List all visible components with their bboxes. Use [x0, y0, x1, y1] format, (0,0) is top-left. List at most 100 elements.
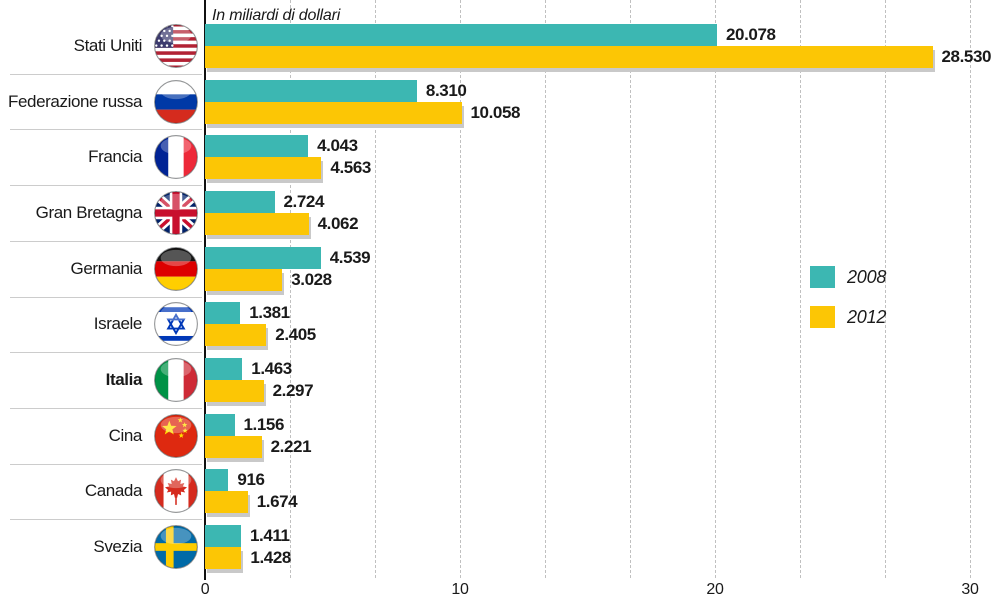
gridline — [290, 0, 291, 578]
value-label-2012: 2.405 — [275, 325, 316, 345]
x-axis-tick-label: 20 — [706, 581, 724, 598]
bar-2012: 4.563 — [205, 157, 371, 180]
row-label: Svezia — [0, 519, 205, 575]
bar-2012: 2.405 — [205, 324, 316, 347]
china-flag-icon — [154, 413, 198, 458]
row-bars: 1.463 2.297 — [205, 352, 1000, 408]
legend: 2008 2012 — [810, 266, 886, 328]
legend-swatch-2012 — [810, 306, 835, 328]
country-row: Germania 4.539 3.028 — [0, 240, 1000, 297]
country-row: Federazione russa 8.310 10.058 — [0, 73, 1000, 130]
row-label: Federazione russa — [0, 73, 205, 130]
value-label-2008: 4.539 — [329, 247, 371, 267]
country-row: Gran Bretagna 2.724 4.062 — [0, 185, 1000, 241]
plot-title: In miliardi di dollari — [212, 7, 341, 24]
row-label: Germania — [0, 240, 205, 297]
israel-flag-icon — [154, 302, 198, 347]
x-axis-tick-label: 10 — [451, 581, 469, 598]
value-label-2008: 916 — [237, 470, 265, 490]
row-label: Cina — [0, 407, 205, 464]
legend-label-2008: 2008 — [847, 266, 887, 287]
bar-2008: 4.539 — [205, 246, 371, 269]
bar-2008: 2.724 — [205, 190, 324, 213]
gridline — [800, 0, 801, 578]
value-label-2012: 2.297 — [272, 381, 314, 401]
value-label-2008: 8.310 — [425, 80, 467, 100]
row-bars: 4.043 4.563 — [205, 129, 1000, 185]
germany-flag-icon — [154, 246, 198, 291]
row-label: Gran Bretagna — [0, 185, 205, 241]
x-axis-tick-label: 0 — [200, 581, 210, 598]
bar-2012: 28.530 — [205, 45, 992, 68]
value-label-2012: 10.058 — [470, 102, 521, 122]
row-label: Canada — [0, 463, 205, 520]
value-label-2012: 1.428 — [250, 548, 291, 568]
uk-flag-icon — [154, 191, 198, 235]
country-row: Stati Uniti 20.078 28.530 — [0, 18, 1000, 74]
value-label-2008: 1.381 — [249, 303, 290, 323]
gridline — [375, 0, 376, 578]
bar-2012: 10.058 — [205, 101, 521, 124]
country-row: Canada 916 1.674 — [0, 463, 1000, 520]
row-bars: 1.156 2.221 — [205, 408, 1000, 464]
country-label: Gran Bretagna — [35, 202, 143, 222]
bar-2012: 1.674 — [205, 491, 298, 514]
country-label: Svezia — [93, 537, 142, 557]
bar-2012: 3.028 — [205, 268, 332, 291]
country-row: Svezia 1.411 1.428 — [0, 519, 1000, 575]
row-label: Stati Uniti — [0, 18, 205, 74]
value-label-2008: 1.463 — [251, 359, 292, 379]
row-bars: 1.411 1.428 — [205, 519, 1000, 575]
value-label-2012: 28.530 — [941, 46, 992, 66]
legend-swatch-2008 — [810, 266, 835, 288]
row-bars: 8.310 10.058 — [205, 74, 1000, 130]
row-bars: 1.381 2.405 — [205, 297, 1000, 353]
country-row: Cina 1.156 2.221 — [0, 407, 1000, 464]
country-label: Italia — [105, 370, 143, 390]
value-label-2012: 2.221 — [270, 436, 312, 456]
row-bars: 916 1.674 — [205, 464, 1000, 520]
row-label: Israele — [0, 296, 205, 353]
legend-item-2008: 2008 — [810, 266, 886, 288]
bar-2008: 1.381 — [205, 302, 290, 325]
x-axis-tick-label: 30 — [961, 581, 979, 598]
gridline — [885, 0, 886, 578]
france-flag-icon — [154, 135, 198, 180]
country-row: Italia 1.463 2.297 — [0, 352, 1000, 408]
bar-2008: 1.463 — [205, 358, 292, 381]
country-label: Federazione russa — [8, 91, 142, 111]
value-label-2008: 2.724 — [283, 191, 325, 211]
legend-label-2012: 2012 — [847, 306, 887, 327]
bar-2008: 916 — [205, 469, 265, 492]
gridline — [545, 0, 546, 578]
country-label: Germania — [70, 258, 143, 278]
value-label-2012: 3.028 — [291, 269, 332, 289]
country-label: Israele — [93, 314, 143, 334]
bar-2008: 4.043 — [205, 135, 358, 158]
row-bars: 20.078 28.530 — [205, 18, 1000, 74]
country-label: Canada — [84, 481, 143, 501]
bar-2012: 2.221 — [205, 435, 312, 458]
row-bars: 4.539 3.028 — [205, 241, 1000, 297]
country-label: Cina — [108, 425, 143, 445]
country-label: Francia — [88, 147, 142, 167]
bar-2012: 2.297 — [205, 380, 314, 403]
bar-2008: 8.310 — [205, 79, 467, 102]
country-label: Stati Uniti — [73, 35, 143, 55]
row-label: Italia — [0, 352, 205, 408]
bar-2008: 20.078 — [205, 23, 776, 46]
bar-2008: 1.411 — [205, 525, 290, 548]
country-row: Francia 4.043 4.563 — [0, 129, 1000, 185]
legend-item-2012: 2012 — [810, 306, 886, 328]
value-label-2012: 1.674 — [256, 492, 298, 512]
gridline — [970, 0, 971, 578]
value-label-2008: 1.411 — [250, 526, 290, 546]
bar-2012: 4.062 — [205, 212, 359, 235]
value-label-2008: 4.043 — [317, 136, 358, 156]
gridline — [715, 0, 716, 578]
row-label: Francia — [0, 129, 205, 185]
chart-rows: Stati Uniti 20.078 28.530 Federazione russa… — [0, 18, 1000, 575]
russia-flag-icon — [154, 79, 198, 124]
value-label-2008: 1.156 — [243, 414, 285, 434]
